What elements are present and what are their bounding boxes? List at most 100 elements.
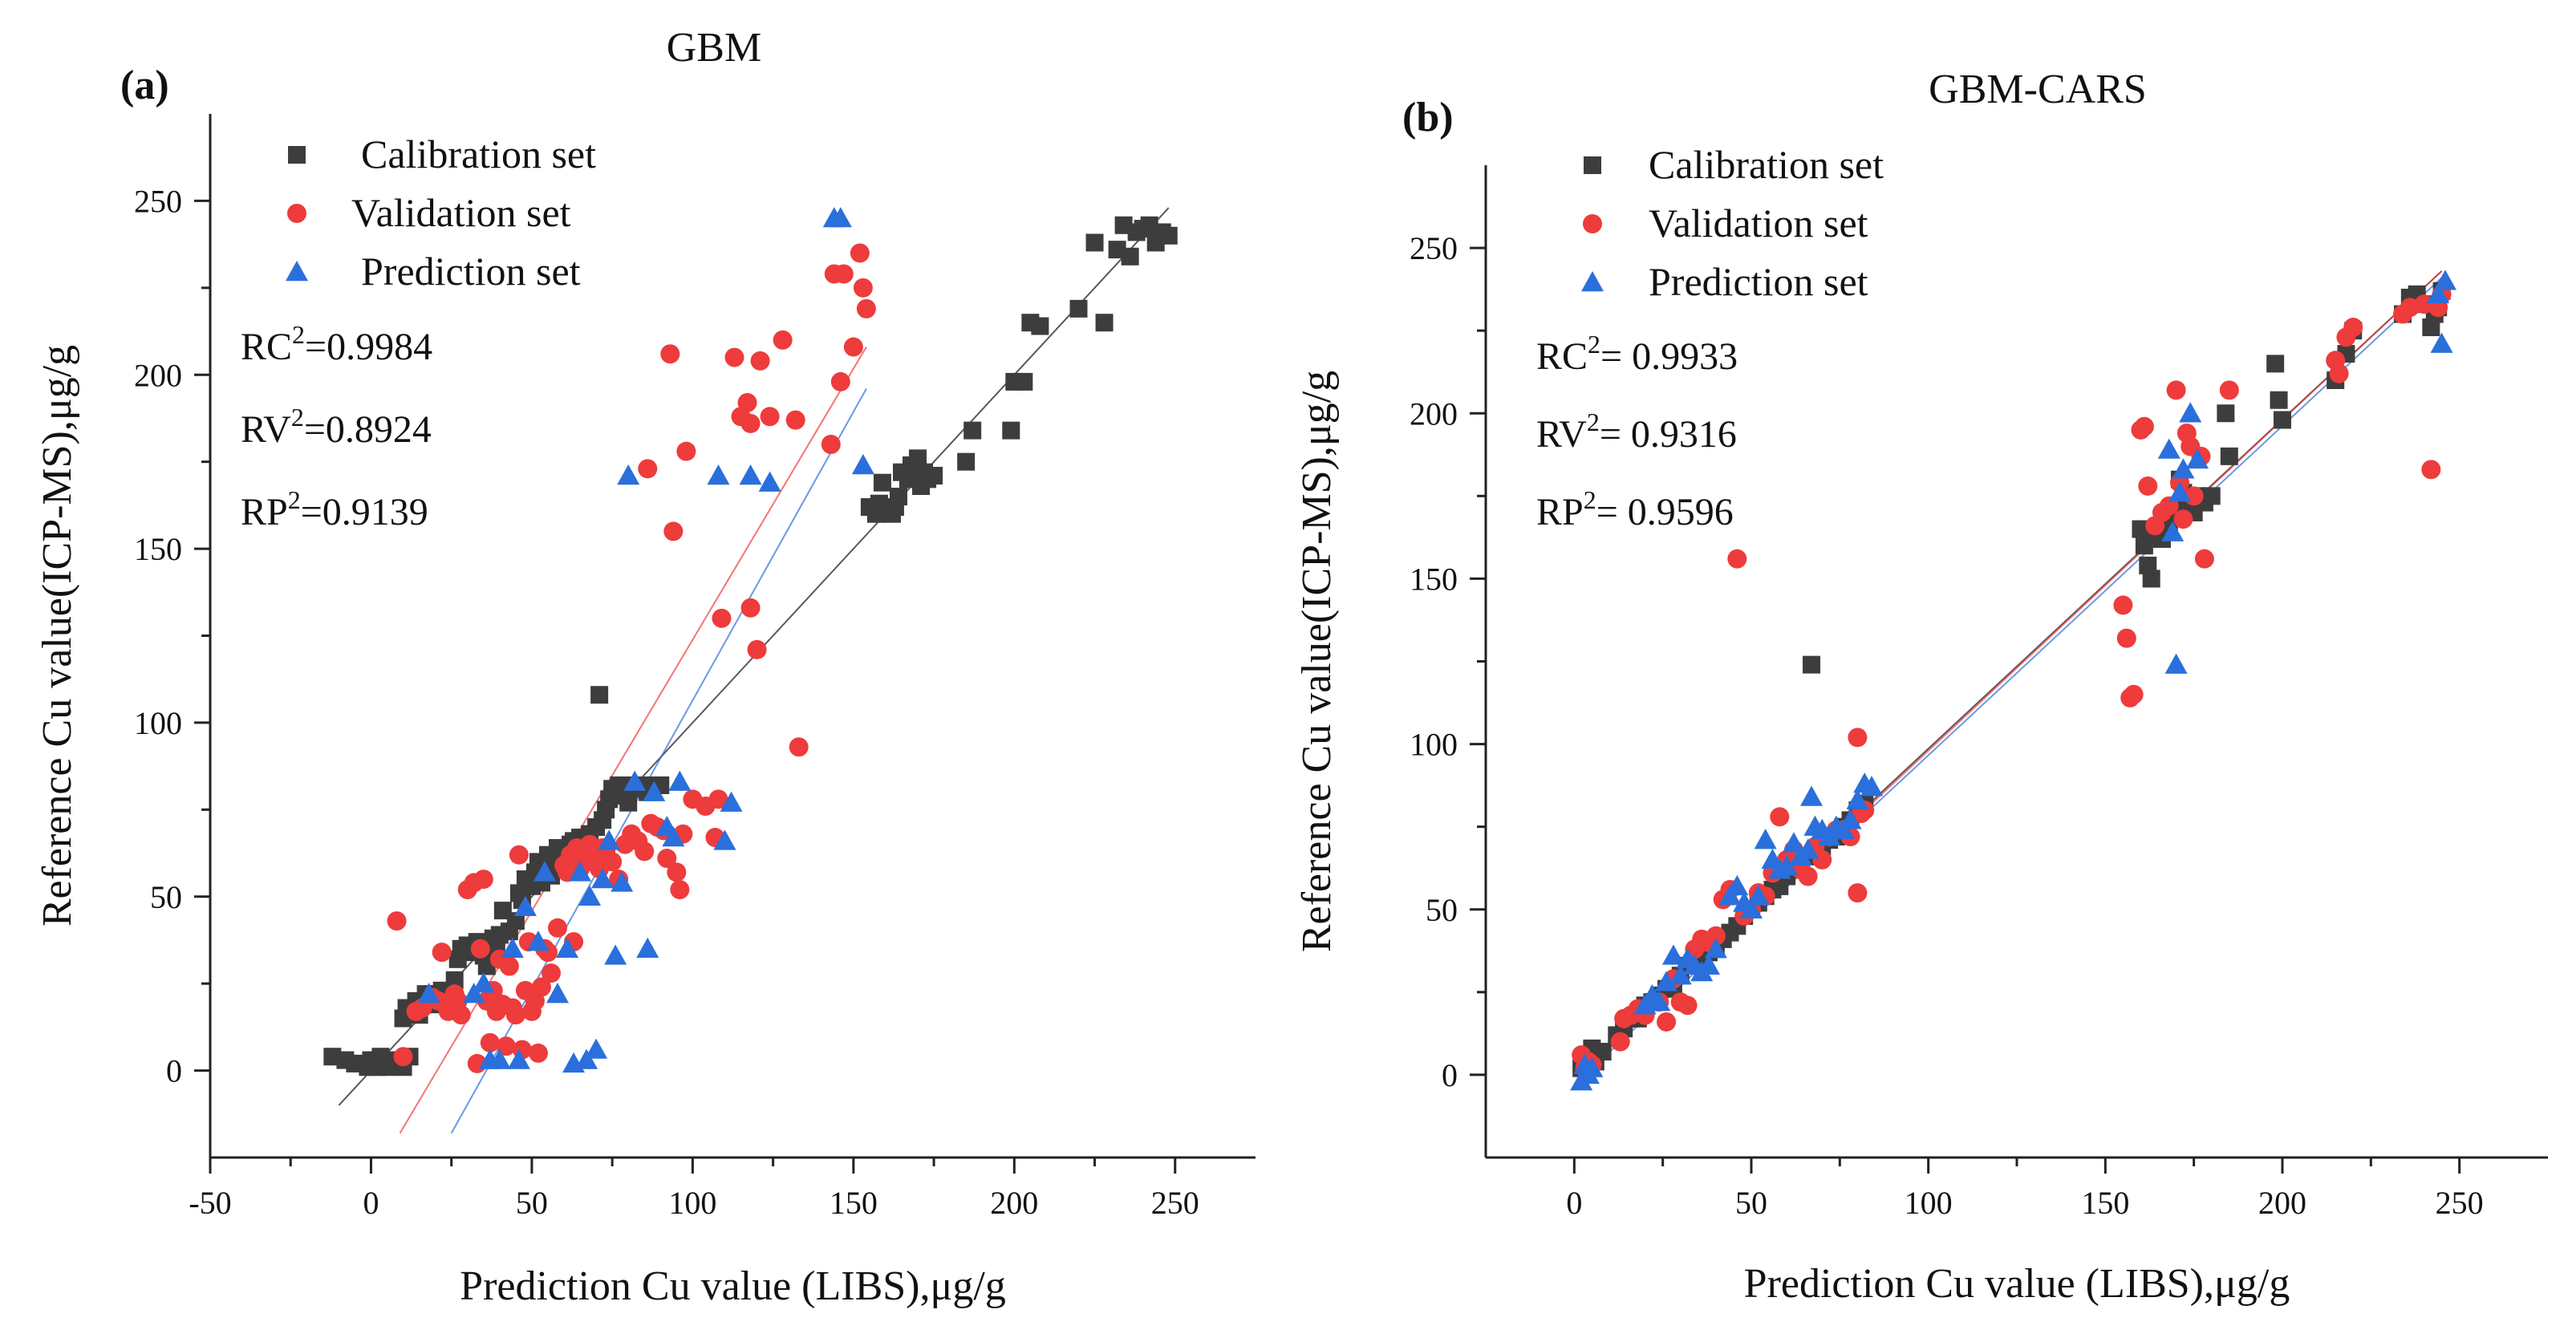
legend-label: Validation set [351,190,571,235]
data-point-square [889,488,907,506]
data-point-triangle [2434,270,2457,290]
data-point-circle [750,351,770,371]
data-point-circle [505,1005,525,1025]
data-point-circle [724,347,744,367]
data-point-circle [635,841,655,862]
data-point-circle [496,1036,516,1056]
data-point-triangle [526,930,550,951]
series-prediction-set [1570,270,2457,1091]
legend-label: Validation set [1649,201,1868,245]
data-point-circle [834,264,854,284]
r-squared-label: RP2=0.9139 [241,485,428,533]
data-point-square [590,686,609,704]
legend-marker-triangle [1581,271,1604,292]
data-point-square [1593,1043,1612,1061]
data-point-circle [760,407,780,427]
x-tick-label: 150 [2081,1185,2129,1221]
data-point-circle [773,330,793,350]
data-point-square [445,971,464,989]
data-point-circle [473,870,493,890]
data-point-circle [528,1043,548,1063]
data-point-circle [2219,380,2239,400]
legend-marker-triangle [286,261,308,282]
data-point-triangle [533,861,556,882]
x-tick-label: 200 [2258,1185,2306,1221]
data-point-triangle [2172,458,2195,479]
data-point-circle [1610,1032,1630,1052]
chart-panel-a: -50 0 50 100 150 200 250 0 50 100 150 200 250 GBM (a) P… [34,25,1256,1309]
data-point-triangle [643,780,666,801]
x-tick-label: 0 [1566,1185,1582,1221]
stat-base: RP [1536,491,1584,533]
data-point-triangle [1661,944,1685,965]
data-point-triangle [1782,832,1805,853]
data-point-triangle [662,826,685,847]
data-point-triangle [1698,954,1721,975]
data-point-circle [853,278,873,298]
data-point-triangle [1746,885,1770,906]
stat-base: RP [241,491,288,533]
stat-base: RV [241,408,291,451]
data-point-square [957,452,976,471]
data-point-square [1031,317,1049,335]
data-point-circle [638,459,658,479]
data-point-triangle [569,861,592,882]
data-point-triangle [1648,991,1671,1012]
data-point-triangle [513,895,537,916]
chart-panel-b: 0 50 100 150 200 250 0 50 100 150 200 250 GBM-CARS (b… [1294,67,2548,1307]
data-point-triangle [707,464,730,485]
data-point-square [2220,447,2238,465]
data-point-circle [2173,509,2193,529]
data-point-square [2270,391,2288,409]
data-point-circle [737,392,757,412]
data-point-circle [2138,476,2158,496]
data-point-square [2202,487,2221,505]
data-point-circle [1677,995,1698,1016]
stat-sup: 2 [291,403,304,432]
stat-base: RV [1536,413,1587,456]
data-point-square [909,449,927,468]
data-point-circle [2343,318,2363,338]
data-point-triangle [462,983,485,1003]
r-squared-label: RV2= 0.9316 [1536,407,1737,456]
y-tick-label: 50 [150,879,182,915]
data-point-square [1069,299,1088,318]
data-point-square [2274,411,2291,429]
data-point-square [2132,520,2150,538]
x-tick-label: 100 [1905,1185,1953,1221]
data-point-triangle [488,1048,511,1069]
data-point-triangle [617,464,640,485]
data-point-circle [1798,866,1818,886]
data-point-circle [740,598,761,618]
legend: Calibration set Validation set Prediction … [286,132,596,294]
data-point-triangle [1754,829,1777,849]
data-point-circle [785,410,805,430]
stat-value: =0.9139 [301,491,428,533]
data-point-square [1085,233,1104,252]
data-point-circle [541,963,561,983]
data-point-triangle [636,937,659,958]
stat-base: RC [241,326,292,368]
stat-base: RC [1536,335,1588,378]
data-point-circle [830,371,850,391]
data-point-square [1015,372,1033,391]
data-point-circle [602,852,623,872]
data-point-triangle [585,1038,608,1059]
data-point-triangle [829,207,852,228]
data-point-triangle [713,829,736,850]
data-point-triangle [1796,838,1819,859]
data-point-triangle [1846,789,1869,809]
data-point-circle [1706,926,1726,946]
y-tick-label: 0 [166,1053,182,1089]
r-squared-label: RP2= 0.9596 [1536,485,1734,533]
data-point-circle [667,862,687,882]
data-point-triangle [598,829,621,850]
stat-sup: 2 [292,320,305,349]
data-point-triangle [472,972,495,993]
data-point-circle [2116,628,2136,648]
x-tick-label: 50 [1735,1185,1767,1221]
data-point-circle [670,880,690,900]
legend-marker-square [1584,156,1601,174]
legend-label: Calibration set [361,132,596,176]
data-point-triangle [2186,448,2209,469]
